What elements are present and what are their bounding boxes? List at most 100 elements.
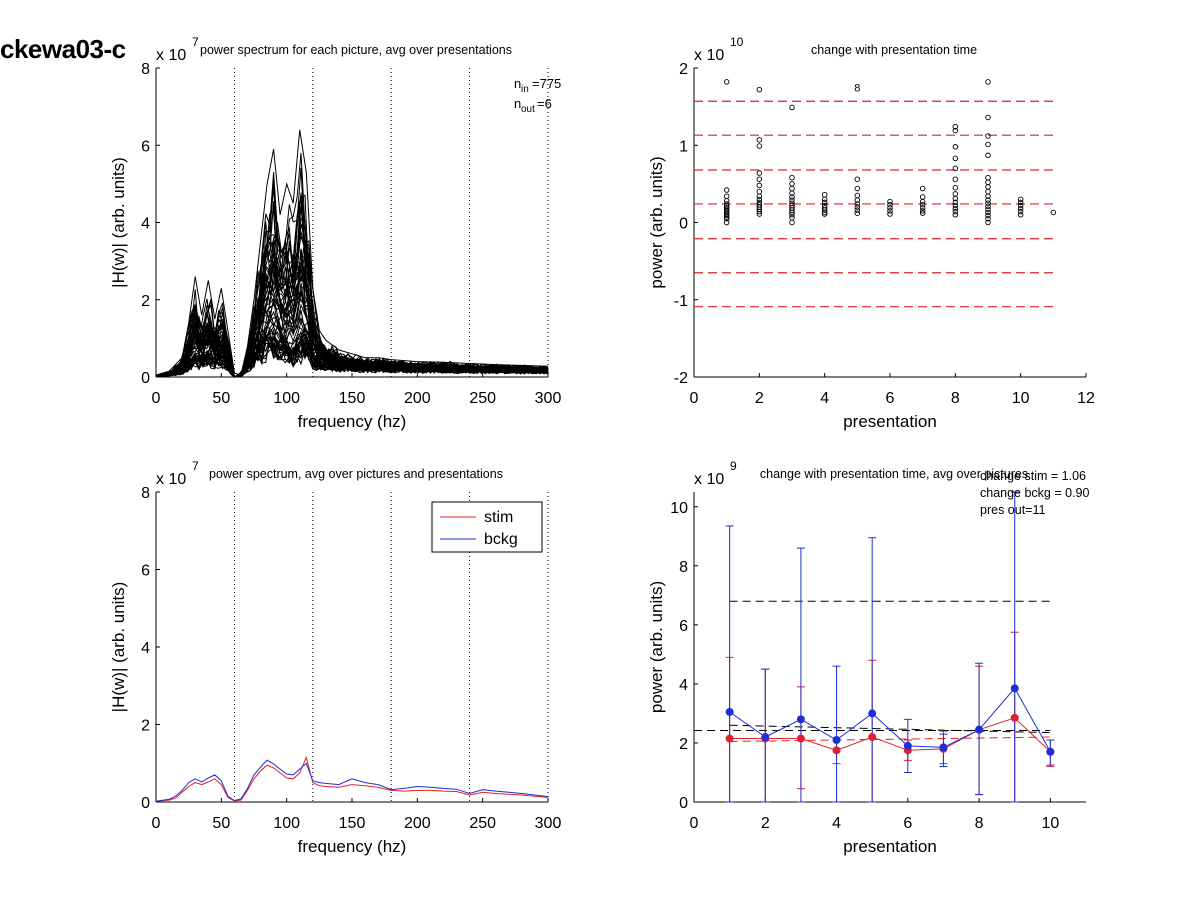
data-point-presentation-1: [723, 198, 730, 204]
axis-exponent-power: 7: [192, 459, 199, 473]
data-point-stim: [725, 734, 734, 743]
x-tick-label: 6: [903, 815, 912, 832]
data-point-stim: [796, 734, 805, 743]
data-point-presentation-9: [985, 215, 991, 222]
x-tick-label: 0: [690, 815, 699, 832]
y-tick-label: 1: [679, 138, 688, 155]
data-point-presentation-11: [1050, 209, 1057, 216]
data-point-presentation-8: [952, 212, 959, 218]
axis-exponent-power: 9: [730, 459, 737, 473]
data-point-presentation-1: [723, 214, 730, 220]
y-tick-label: 4: [141, 216, 150, 233]
chart-title: power spectrum, avg over pictures and pr…: [209, 467, 503, 481]
data-point-presentation-4: [821, 207, 828, 213]
data-point-presentation-7: [919, 185, 926, 192]
x-tick-label: 250: [469, 815, 496, 832]
data-point-presentation-2: [756, 86, 763, 93]
y-tick-label: 0: [141, 795, 150, 812]
y-axis-label: power (arb. units): [647, 581, 666, 713]
data-point-presentation-6: [887, 201, 893, 208]
data-point-presentation-1: [723, 79, 730, 85]
x-tick-label: 6: [886, 390, 895, 407]
n-in-value: =775: [532, 76, 561, 91]
data-point-bckg: [1046, 747, 1055, 756]
n-in-letter: n: [514, 76, 521, 91]
data-point-presentation-8: [952, 176, 959, 182]
data-point-presentation-5: [854, 210, 861, 216]
y-tick-label: -2: [674, 370, 688, 387]
data-point-presentation-9: [985, 197, 991, 203]
panel-top-left: 0 50 100 150 200 250 300 0 2 4 6 8 frequency (hz) |H(…: [109, 35, 561, 431]
data-point-presentation-7: [919, 208, 926, 214]
data-point-presentation-1: [723, 219, 730, 226]
data-point-presentation-3: [789, 174, 795, 181]
n-out-subscript: out: [521, 104, 535, 115]
reference-dashed-line: [729, 736, 1051, 742]
data-point-presentation-8: [952, 202, 959, 209]
x-axis-label: frequency (hz): [298, 837, 407, 856]
x-tick-label: 50: [212, 390, 230, 407]
stat-annotation: change stim = 1.06: [980, 469, 1086, 483]
data-point-presentation-7: [919, 201, 926, 208]
data-point-presentation-10: [1017, 205, 1024, 212]
x-tick-label: 2: [761, 815, 770, 832]
data-point-presentation-3: [789, 215, 795, 221]
data-point-presentation-2: [756, 170, 763, 176]
data-point-presentation-1: [723, 201, 730, 207]
reference-dashed-line: [729, 724, 1051, 734]
data-point-presentation-6: [887, 198, 893, 205]
x-tick-label: 0: [152, 390, 161, 407]
data-point-presentation-2: [756, 143, 763, 149]
y-tick-label: 6: [141, 563, 150, 580]
data-point-presentation-10: [1017, 212, 1024, 218]
data-point-bckg: [903, 741, 912, 750]
data-point-presentation-2: [756, 137, 763, 143]
n-in-subscript: in: [521, 84, 529, 95]
x-axis-label: presentation: [843, 837, 937, 856]
data-point-bckg: [1010, 684, 1019, 693]
x-tick-label: 100: [273, 815, 300, 832]
legend-box: [431, 501, 543, 553]
figure-id-label: ckewa03-c: [0, 34, 126, 64]
data-point-presentation-5: [854, 185, 861, 192]
data-point-presentation-6: [887, 208, 893, 214]
x-tick-label: 150: [339, 815, 366, 832]
data-point-presentation-9: [985, 114, 991, 121]
axis-exponent: x 10: [156, 47, 186, 64]
spectrum-line-picture-52: [155, 251, 549, 378]
legend-label-bckg: bckg: [484, 531, 518, 548]
y-tick-label: 2: [679, 61, 688, 78]
stat-annotation: pres out=11: [980, 503, 1045, 517]
data-point-presentation-2: [756, 188, 763, 195]
spectrum-line-picture-59: [155, 236, 549, 378]
x-tick-label: 8: [951, 390, 960, 407]
data-point-presentation-4: [821, 196, 828, 203]
x-tick-label: 200: [404, 815, 431, 832]
series-line-stim: [729, 717, 1051, 753]
x-tick-label: 300: [535, 390, 562, 407]
data-point-presentation-3: [789, 185, 795, 192]
y-tick-label: 2: [141, 293, 150, 310]
y-axis-label: |H(w)| (arb. units): [109, 157, 128, 288]
data-point-presentation-9: [985, 200, 991, 206]
n-out-value: =6: [537, 96, 552, 111]
data-point-presentation-2: [756, 211, 763, 217]
data-point-presentation-1: [723, 193, 730, 199]
data-point-presentation-2: [756, 176, 763, 182]
x-tick-label: 4: [832, 815, 841, 832]
data-point-presentation-5: [854, 207, 861, 213]
x-tick-label: 10: [1041, 815, 1059, 832]
y-axis-label: power (arb. units): [647, 156, 666, 288]
y-tick-label: 0: [141, 370, 150, 387]
data-point-presentation-4: [821, 199, 828, 206]
data-point-presentation-8: [952, 155, 959, 162]
y-tick-label: 2: [679, 736, 688, 753]
data-point-presentation-3: [789, 104, 795, 111]
data-point-presentation-5: [854, 201, 861, 207]
data-point-presentation-7: [919, 210, 926, 216]
data-point-presentation-3: [789, 219, 795, 226]
chart-title: power spectrum for each picture, avg ove…: [200, 43, 512, 57]
data-point-presentation-8: [952, 195, 959, 202]
y-tick-label: 0: [679, 795, 688, 812]
